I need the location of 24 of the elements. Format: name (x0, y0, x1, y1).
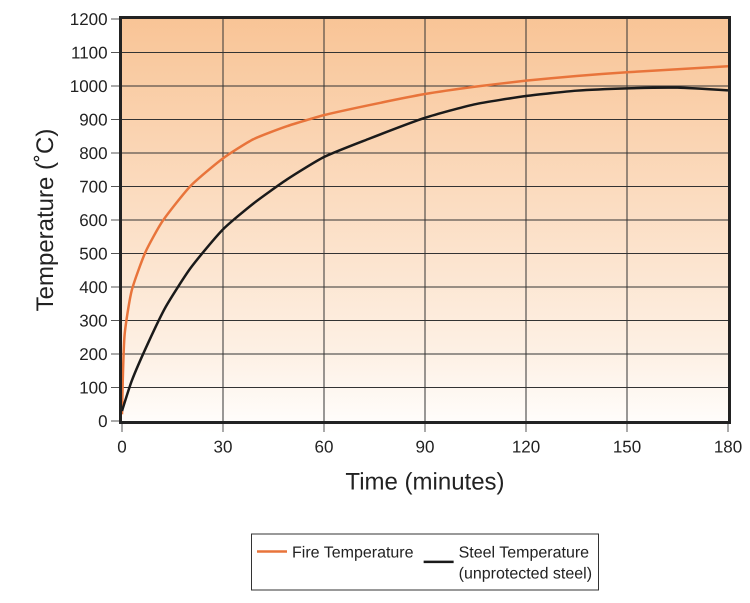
x-tick-label: 30 (214, 437, 232, 456)
y-tick-label: 200 (79, 344, 108, 364)
legend-label: Steel Temperature (unprotected steel) (458, 544, 592, 582)
y-tick-label: 800 (79, 144, 108, 163)
x-axis-title: Time (minutes) (345, 468, 505, 496)
x-tick-label: 150 (612, 437, 642, 456)
y-tick-label: 1000 (70, 76, 108, 96)
y-tick-label: 100 (79, 378, 108, 398)
y-tick-label: 300 (79, 311, 108, 330)
y-tick-label: 400 (79, 278, 108, 297)
legend-label: Fire Temperature (292, 544, 414, 562)
x-tick-label: 180 (714, 437, 742, 456)
x-tick-label: 90 (416, 437, 434, 456)
y-tick-label: 1200 (70, 10, 108, 29)
y-tick-label: 600 (79, 210, 108, 230)
x-tick-label: 120 (512, 437, 540, 456)
y-tick-label: 500 (79, 244, 108, 264)
y-axis-title: Temperature (˚C) (32, 128, 59, 312)
y-tick-label: 0 (98, 412, 108, 431)
y-tick-label: 700 (79, 177, 108, 196)
y-tick-label: 1100 (71, 43, 108, 62)
x-tick-label: 60 (314, 437, 334, 456)
x-tick-label: 0 (117, 437, 127, 456)
y-tick-label: 900 (79, 110, 108, 130)
